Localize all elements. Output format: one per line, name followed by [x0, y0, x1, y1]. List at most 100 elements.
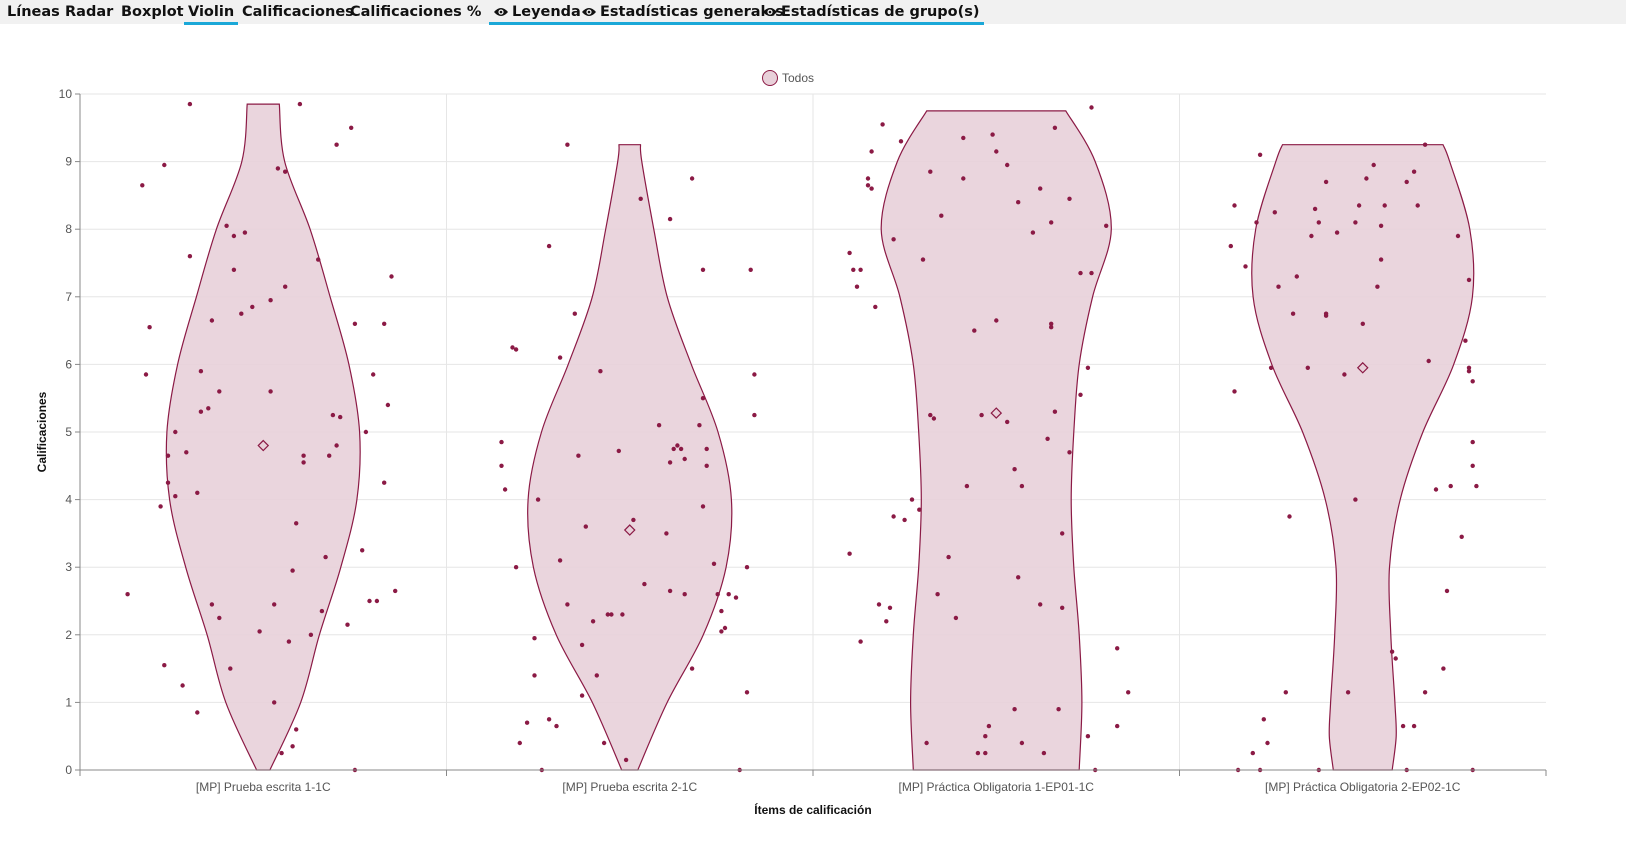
data-point[interactable]	[1342, 372, 1347, 377]
data-point[interactable]	[382, 321, 387, 326]
data-point[interactable]	[272, 700, 277, 705]
data-point[interactable]	[1400, 723, 1406, 729]
data-point[interactable]	[689, 666, 695, 671]
data-point[interactable]	[609, 612, 614, 617]
data-point[interactable]	[565, 602, 570, 607]
data-point[interactable]	[1261, 717, 1267, 722]
data-point[interactable]	[279, 750, 284, 756]
data-point[interactable]	[1422, 142, 1428, 147]
data-point[interactable]	[1411, 169, 1417, 174]
data-point[interactable]	[162, 162, 167, 168]
data-point[interactable]	[642, 581, 647, 587]
data-point[interactable]	[847, 250, 852, 256]
data-point[interactable]	[268, 389, 273, 394]
data-point[interactable]	[873, 304, 878, 310]
tab-lineas[interactable]: Líneas	[7, 4, 60, 20]
data-point[interactable]	[689, 176, 695, 181]
data-point[interactable]	[1360, 321, 1366, 326]
data-point[interactable]	[1463, 338, 1468, 343]
data-point[interactable]	[1228, 243, 1234, 249]
tab-calificaciones[interactable]: Calificaciones	[242, 4, 354, 20]
data-point[interactable]	[704, 463, 709, 468]
data-point[interactable]	[301, 460, 306, 465]
data-point[interactable]	[319, 608, 325, 614]
data-point[interactable]	[1466, 369, 1472, 374]
data-point[interactable]	[972, 328, 977, 333]
data-point[interactable]	[964, 483, 970, 489]
data-point[interactable]	[667, 460, 673, 465]
data-point[interactable]	[283, 169, 288, 174]
data-point[interactable]	[554, 723, 559, 729]
data-point[interactable]	[1067, 450, 1072, 455]
violin-shape[interactable]	[165, 103, 361, 771]
data-point[interactable]	[1309, 233, 1314, 239]
data-point[interactable]	[678, 446, 684, 452]
data-point[interactable]	[345, 622, 350, 627]
data-point[interactable]	[1016, 575, 1021, 580]
data-point[interactable]	[700, 504, 706, 509]
toggle-leyenda[interactable]: Leyenda	[489, 3, 585, 25]
data-point[interactable]	[250, 304, 255, 310]
data-point[interactable]	[1466, 277, 1472, 283]
data-point[interactable]	[656, 423, 662, 428]
data-point[interactable]	[1323, 179, 1329, 185]
data-point[interactable]	[931, 416, 937, 421]
data-point[interactable]	[983, 750, 988, 756]
data-point[interactable]	[990, 132, 995, 137]
tab-boxplot[interactable]: Boxplot	[121, 4, 184, 20]
data-point[interactable]	[1276, 284, 1281, 289]
data-point[interactable]	[363, 429, 369, 435]
data-point[interactable]	[719, 629, 724, 634]
data-point[interactable]	[1005, 419, 1010, 425]
data-point[interactable]	[583, 524, 588, 529]
data-point[interactable]	[565, 142, 570, 147]
data-point[interactable]	[257, 629, 262, 634]
data-point[interactable]	[1364, 176, 1369, 181]
data-point[interactable]	[143, 372, 149, 377]
data-point[interactable]	[994, 318, 999, 323]
data-point[interactable]	[700, 267, 706, 272]
data-point[interactable]	[532, 636, 537, 641]
data-point[interactable]	[1389, 649, 1395, 654]
violin-shape[interactable]	[527, 144, 733, 771]
data-point[interactable]	[1466, 365, 1472, 370]
data-point[interactable]	[752, 372, 757, 377]
data-point[interactable]	[1356, 203, 1362, 208]
data-point[interactable]	[1078, 270, 1083, 276]
data-point[interactable]	[638, 196, 643, 201]
data-point[interactable]	[697, 423, 702, 428]
data-point[interactable]	[297, 101, 303, 107]
data-point[interactable]	[865, 183, 871, 188]
data-point[interactable]	[173, 494, 178, 499]
data-point[interactable]	[1250, 750, 1256, 756]
data-point[interactable]	[961, 176, 966, 181]
data-point[interactable]	[308, 632, 314, 637]
data-point[interactable]	[1470, 379, 1475, 384]
data-point[interactable]	[330, 412, 336, 418]
data-point[interactable]	[631, 517, 636, 523]
data-point[interactable]	[165, 453, 171, 458]
data-point[interactable]	[209, 602, 215, 607]
data-point[interactable]	[1470, 463, 1475, 468]
data-point[interactable]	[1049, 220, 1054, 225]
data-point[interactable]	[334, 142, 339, 147]
data-point[interactable]	[704, 446, 709, 452]
mean-marker[interactable]	[623, 524, 636, 536]
data-point[interactable]	[1016, 200, 1021, 205]
data-point[interactable]	[158, 504, 163, 509]
data-point[interactable]	[1089, 105, 1094, 110]
data-point[interactable]	[1038, 602, 1043, 607]
data-point[interactable]	[385, 402, 391, 408]
data-point[interactable]	[290, 744, 295, 749]
data-point[interactable]	[1115, 646, 1120, 651]
data-point[interactable]	[1441, 666, 1446, 671]
data-point[interactable]	[675, 443, 680, 448]
data-point[interactable]	[1257, 152, 1263, 157]
data-point[interactable]	[1012, 467, 1017, 472]
data-point[interactable]	[975, 750, 981, 756]
data-point[interactable]	[1085, 734, 1091, 739]
data-point[interactable]	[1085, 365, 1091, 370]
legend[interactable]: Todos	[762, 70, 815, 86]
data-point[interactable]	[546, 717, 552, 722]
data-point[interactable]	[869, 149, 874, 154]
